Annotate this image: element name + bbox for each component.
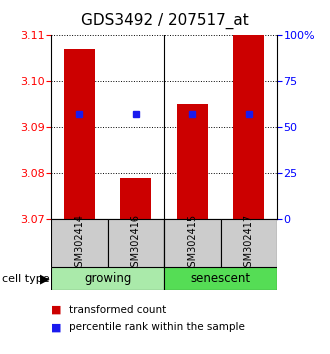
Text: percentile rank within the sample: percentile rank within the sample	[69, 322, 245, 332]
Bar	[51, 267, 164, 290]
Text: GSM302415: GSM302415	[187, 214, 197, 273]
Text: ■: ■	[51, 305, 62, 315]
Text: growing: growing	[84, 272, 131, 285]
Bar	[177, 104, 208, 219]
Text: cell type: cell type	[2, 274, 49, 284]
Text: GSM302416: GSM302416	[131, 214, 141, 273]
Text: senescent: senescent	[191, 272, 251, 285]
Text: GDS3492 / 207517_at: GDS3492 / 207517_at	[81, 12, 249, 29]
Bar	[164, 267, 277, 290]
Bar	[108, 219, 164, 267]
Bar	[120, 178, 151, 219]
Bar	[221, 219, 277, 267]
Text: ■: ■	[51, 322, 62, 332]
Text: GSM302414: GSM302414	[74, 214, 84, 273]
Text: transformed count: transformed count	[69, 305, 167, 315]
Text: ▶: ▶	[40, 272, 50, 285]
Bar	[51, 219, 108, 267]
Bar	[64, 49, 95, 219]
Bar	[164, 219, 221, 267]
Bar	[233, 0, 264, 219]
Text: GSM302417: GSM302417	[244, 214, 254, 273]
